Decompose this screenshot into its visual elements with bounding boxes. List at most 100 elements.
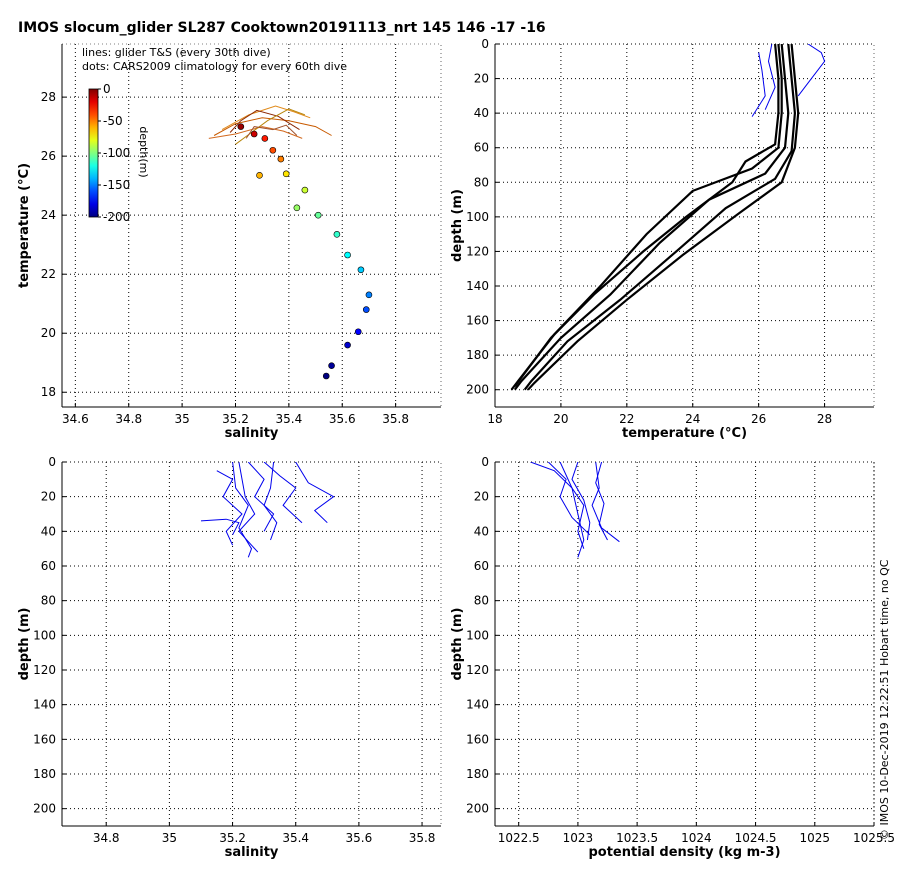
y-axis-label: depth (m) <box>17 608 32 681</box>
x-tick-label: 35.8 <box>382 412 409 426</box>
x-tick-label: 24 <box>685 412 700 426</box>
x-tick-label: 1024 <box>681 831 712 845</box>
y-tick-label: 0 <box>481 455 489 469</box>
colorbar-tick-label: 0 <box>103 82 111 96</box>
climatology-point <box>328 362 335 369</box>
x-tick-label: 1023.5 <box>616 831 658 845</box>
legend-annotation: lines: glider T&S (every 30th dive) <box>82 46 271 59</box>
y-tick-label: 120 <box>466 663 489 677</box>
x-tick-label: 34.8 <box>115 412 142 426</box>
x-tick-label: 35.8 <box>409 831 436 845</box>
climatology-point <box>269 146 277 154</box>
legend-annotation: dots: CARS2009 climatology for every 60t… <box>82 60 347 73</box>
profile-line <box>200 518 240 536</box>
x-tick-label: 1025 <box>800 831 831 845</box>
axes-frame <box>61 461 442 827</box>
axes-frame <box>61 43 442 408</box>
profile-line <box>295 462 335 524</box>
x-tick-label: 35.4 <box>282 831 309 845</box>
climatology-point <box>256 172 263 179</box>
profile-line <box>263 462 278 541</box>
y-tick-label: 140 <box>466 698 489 712</box>
y-tick-label: 28 <box>41 90 56 104</box>
near-surface-profile-line <box>764 44 776 110</box>
climatology-point <box>344 341 351 349</box>
temp-depth-axes: 18 20 22 24 26 28 0 20 40 60 80 100 120 140 160 180 200 t… <box>450 37 875 441</box>
dens-depth-axes: 1022.5 1023 1023.5 1024 1024.5 1025 1025.5 0 20 4… <box>450 455 895 860</box>
colorbar-label: depth(m) <box>137 126 150 177</box>
ts-axes: 34.6 34.8 35 35.2 35.4 35.6 35.8 18 20 22 24 26 28 sa… <box>17 43 442 441</box>
climatology-point <box>322 372 330 380</box>
colorbar-tick-label: -200 <box>103 210 130 224</box>
x-tick-label: 34.6 <box>62 412 89 426</box>
glider-ts-line <box>213 117 332 136</box>
x-axis-label: potential density (kg m-3) <box>588 845 780 860</box>
profile-line <box>247 462 275 532</box>
glider-ts-line <box>208 126 303 139</box>
profile-line <box>591 462 620 543</box>
x-tick-label: 34.8 <box>93 831 120 845</box>
climatology-point <box>250 130 258 138</box>
glider-ts-line <box>235 108 306 145</box>
climatology-point <box>333 231 341 238</box>
x-tick-label: 35.2 <box>222 412 249 426</box>
climatology-point <box>357 266 365 274</box>
y-tick-label: 100 <box>466 210 489 224</box>
x-tick-label: 1023 <box>563 831 594 845</box>
x-tick-label: 35 <box>174 412 189 426</box>
x-tick-label: 1024.5 <box>735 831 777 845</box>
ts-data <box>208 105 373 380</box>
temperature-profile-line <box>513 44 780 387</box>
y-tick-label: 40 <box>474 524 489 538</box>
climatology-point <box>277 155 285 163</box>
profile-line <box>595 462 608 541</box>
climatology-point <box>354 328 362 336</box>
y-tick-label: 22 <box>41 267 56 281</box>
y-tick-label: 140 <box>33 698 56 712</box>
y-tick-label: 20 <box>474 72 489 86</box>
y-tick-label: 20 <box>41 490 56 504</box>
y-tick-label: 80 <box>474 175 489 189</box>
axes-frame <box>494 461 875 827</box>
y-tick-label: 160 <box>466 732 489 746</box>
climatology-point <box>282 170 290 178</box>
y-tick-label: 20 <box>474 490 489 504</box>
temperature-profile-line <box>523 44 797 391</box>
y-tick-label: 200 <box>33 802 56 816</box>
glider-ts-line <box>229 109 300 133</box>
y-tick-label: 180 <box>466 767 489 781</box>
y-tick-label: 24 <box>41 208 56 222</box>
profile-line <box>232 462 253 558</box>
colorbar <box>88 88 99 218</box>
y-tick-label: 180 <box>33 767 56 781</box>
y-tick-label: 60 <box>474 141 489 155</box>
profile-line <box>263 462 303 524</box>
climatology-point <box>301 186 309 194</box>
y-axis-label: depth (m) <box>450 189 465 262</box>
temp-depth-data <box>510 44 826 391</box>
y-tick-label: 20 <box>41 326 56 340</box>
y-tick-label: 80 <box>41 594 56 608</box>
climatology-point <box>261 135 269 142</box>
y-tick-label: 140 <box>466 279 489 293</box>
y-axis-label: depth (m) <box>450 608 465 681</box>
y-tick-label: 200 <box>466 802 489 816</box>
x-tick-label: 35.4 <box>276 412 303 426</box>
x-tick-label: 1022.5 <box>498 831 540 845</box>
climatology-point <box>314 211 322 219</box>
y-tick-label: 120 <box>466 244 489 258</box>
y-tick-label: 60 <box>41 559 56 573</box>
y-tick-label: 200 <box>466 383 489 397</box>
climatology-point <box>293 204 301 212</box>
x-axis-label: salinity <box>225 426 279 441</box>
near-surface-profile-line <box>797 44 826 97</box>
temperature-profile-line <box>527 44 800 391</box>
y-tick-label: 120 <box>33 663 56 677</box>
axes-frame <box>494 43 875 408</box>
x-tick-label: 22 <box>619 412 634 426</box>
x-tick-label: 28 <box>817 412 832 426</box>
glider-ts-line <box>245 124 298 139</box>
colorbar-tick-label: -100 <box>103 146 130 160</box>
x-tick-label: 1025.5 <box>853 831 895 845</box>
dens-depth-data <box>530 462 620 558</box>
